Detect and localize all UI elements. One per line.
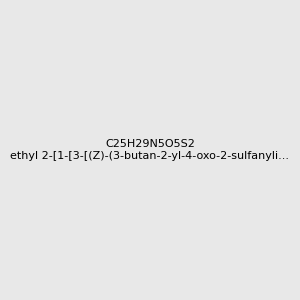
Text: C25H29N5O5S2
ethyl 2-[1-[3-[(Z)-(3-butan-2-yl-4-oxo-2-sulfanyli...: C25H29N5O5S2 ethyl 2-[1-[3-[(Z)-(3-butan… (11, 139, 290, 161)
